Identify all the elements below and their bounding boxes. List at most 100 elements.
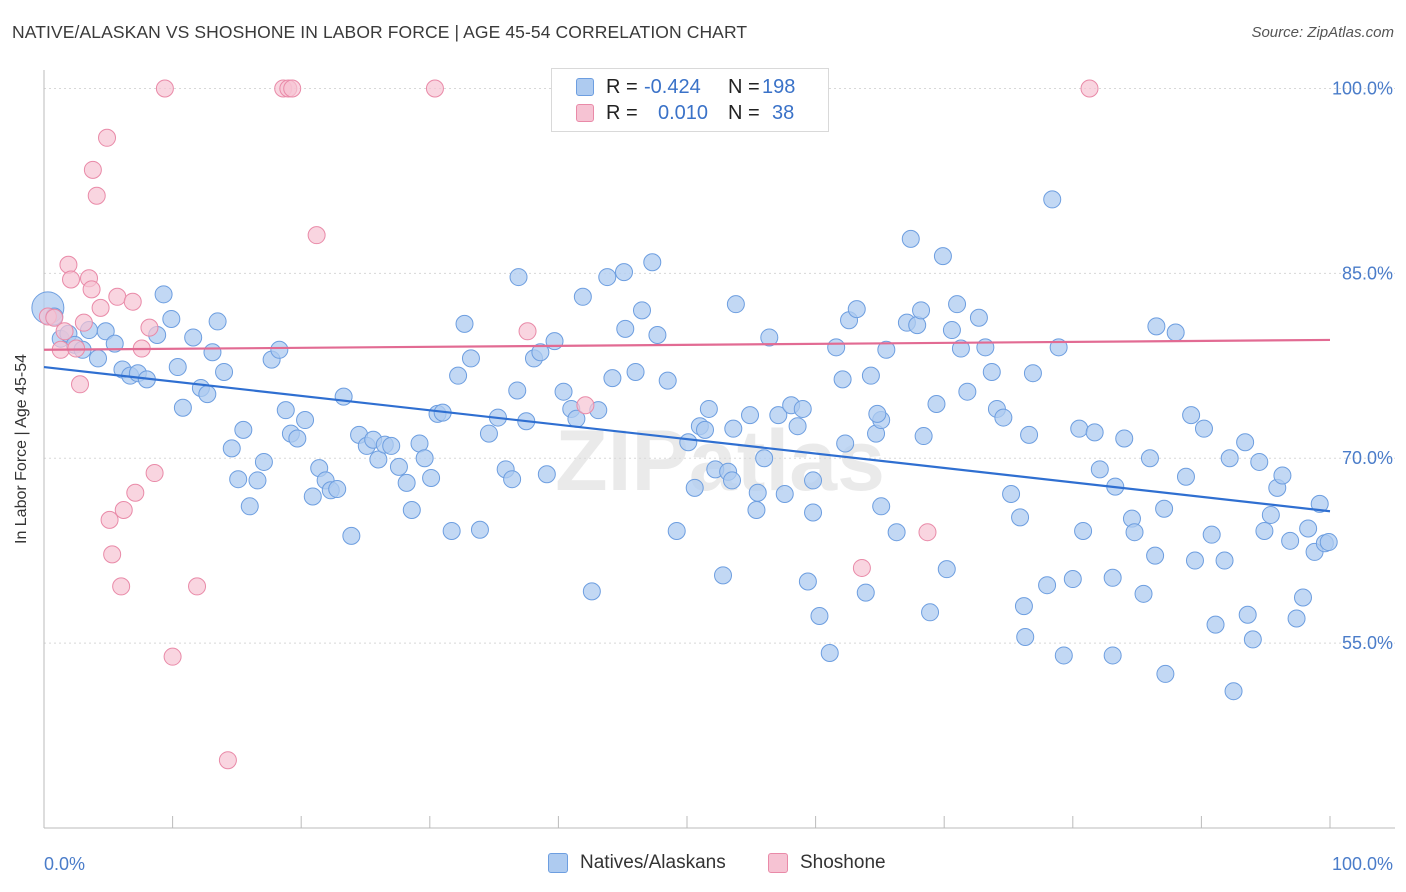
natives-point [1147,317,1166,336]
bottom-legend: Natives/Alaskans Shoshone [0,852,1406,876]
natives-point [1140,449,1159,468]
natives-point [1273,466,1292,485]
natives-point [168,358,187,377]
natives-point [793,399,812,418]
natives-point [248,471,267,490]
natives-point [827,338,846,357]
natives-point [994,408,1013,427]
natives-point [461,349,480,368]
natives-point [1185,551,1204,570]
natives-point [537,465,556,484]
shoshone-point [145,464,164,483]
axes [43,70,1395,829]
natives-point [1299,519,1318,538]
natives-point [804,471,823,490]
natives-point [1155,499,1174,518]
natives-point [240,497,259,516]
natives-point [1182,406,1201,425]
natives-point [1016,627,1035,646]
legend-r-value: 0.010 [658,101,709,124]
natives-point [328,480,347,499]
natives-point [1220,449,1239,468]
natives-point [1224,682,1243,701]
natives-point [397,473,416,492]
natives-point [614,263,633,282]
natives-point [1023,364,1042,383]
natives-point [1011,508,1030,527]
natives-point [912,301,931,320]
shoshone-point [852,558,871,577]
natives-point [872,497,891,516]
natives-point [748,483,767,502]
legend-n-label: N = [728,101,760,124]
shoshone-point [100,510,119,529]
natives-point [658,371,677,390]
natives-point [442,521,461,540]
natives-point [1243,630,1262,649]
x-tick-labels: 0.0% 100.0% [44,854,1393,874]
natives-point [648,325,667,344]
natives-point [933,247,952,266]
shoshone-point [114,501,133,520]
shoshone-point [87,186,106,205]
natives-point [908,316,927,335]
shoshone-point [108,287,127,306]
natives-point [402,501,421,520]
natives-point [921,603,940,622]
natives-point [632,301,651,320]
natives-point [1103,646,1122,665]
natives-point [1319,533,1338,552]
natives-point [969,308,988,327]
y-axis-label: In Labor Force | Age 45-54 [13,353,30,544]
natives-point [724,419,743,438]
series-natives-points [31,190,1338,701]
natives-point [755,449,774,468]
natives-point [222,439,241,458]
shoshone-point [82,280,101,299]
legend-n-label: N = [728,75,760,98]
natives-point [508,381,527,400]
natives-point [643,253,662,272]
natives-point [449,366,468,385]
natives-point [229,470,248,489]
bottom-legend-shoshone: Shoshone [768,852,886,874]
natives-point [942,321,961,340]
natives-point [334,387,353,406]
shoshone-point [518,322,537,341]
natives-point [603,369,622,388]
natives-point [1002,484,1021,503]
natives-point [861,366,880,385]
natives-point [1202,525,1221,544]
natives-point [723,471,742,490]
natives-point [545,332,564,351]
shoshone-point [140,318,159,337]
shoshone-point [123,292,142,311]
natives-point [833,370,852,389]
shoshone-point [576,396,595,415]
natives-point [1054,646,1073,665]
natives-trend-line [43,365,1331,513]
natives-point [951,339,970,358]
natives-point [948,295,967,314]
x-tick-label-start: 0.0% [44,854,85,874]
natives-point [531,343,550,362]
natives-point [696,420,715,439]
natives-point [1085,423,1104,442]
natives-point [203,343,222,362]
natives-point [726,295,745,314]
natives-point [976,338,995,357]
natives-point [1166,323,1185,342]
legend-r-label: R = [606,75,638,98]
natives-point [1063,570,1082,589]
natives-point [1090,460,1109,479]
natives-point [573,287,592,306]
natives-point [1043,190,1062,209]
bottom-legend-natives: Natives/Alaskans [548,852,726,874]
natives-point [1038,576,1057,595]
natives-point [714,566,733,585]
legend-n-value: 38 [772,101,795,124]
natives-point [1020,425,1039,444]
legend-swatch-blue [576,78,594,96]
shoshone-point [112,577,131,596]
natives-point [667,521,686,540]
